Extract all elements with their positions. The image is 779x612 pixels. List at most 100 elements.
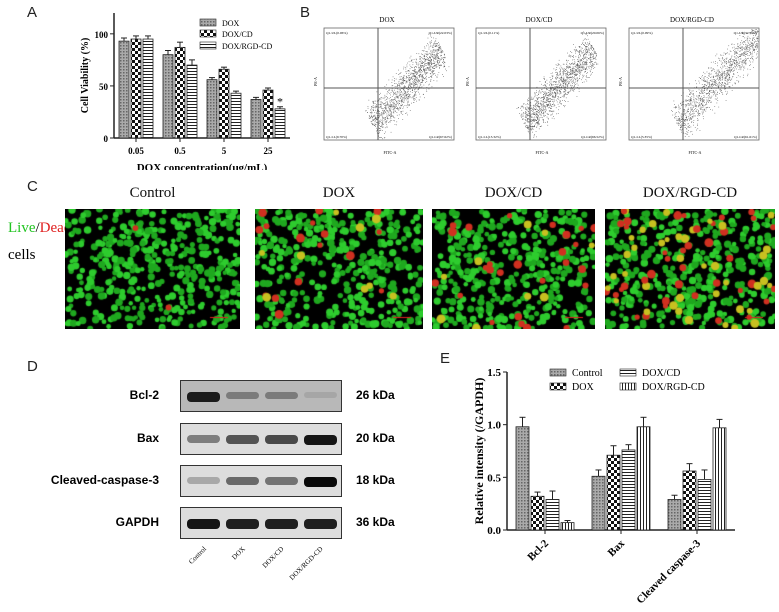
quadrant-lr: Q1-LR(61.61%) — [734, 135, 758, 139]
lane-label: DOX/CD — [261, 545, 286, 570]
x-tick-label: Bcl-2 — [525, 537, 551, 563]
bar-dox-0-05 — [118, 40, 130, 139]
x-tick-label: Cleaved caspase-3 — [634, 537, 703, 606]
bar-dox-cd-0-05 — [130, 38, 142, 139]
legend-label: DOX/CD — [642, 368, 680, 379]
quadrant-lr: Q1-LR(67.62%) — [429, 135, 453, 139]
y-tick-label: 1.0 — [487, 420, 501, 432]
bar-dox-cd-bax — [621, 449, 636, 531]
x-axis-label: DOX concentration(μg/mL) — [137, 162, 268, 170]
quadrant-ll: Q1-LL(13.32%) — [478, 135, 502, 139]
band — [226, 392, 259, 400]
significance-asterisk: * — [277, 95, 283, 109]
live-dead-label: Live/Dead — [8, 220, 71, 237]
band — [226, 519, 259, 529]
plot-frame — [323, 27, 455, 141]
band — [304, 519, 337, 529]
flow-plot-title: DOX — [379, 16, 394, 24]
flow-plot-dox-cd: DOX/CD Q1-UL(0.11%) Q1-UR(20.06%) Q1-LL(13.… — [464, 14, 614, 164]
band — [304, 435, 337, 445]
legend-label: Control — [572, 368, 603, 379]
lane-label: DOX/RGD-CD — [287, 545, 325, 582]
quadrant-ur: Q1-UR(20.06%) — [581, 31, 605, 35]
bar-control-cleaved-caspase-3 — [667, 499, 682, 531]
blot-bcl-2 — [180, 380, 342, 412]
flow-plot-dox: DOX Q1-UL(0.06%) Q1-UR(22.03%) Q1-LL(9.70%)… — [312, 14, 462, 164]
legend-swatch — [619, 368, 637, 377]
y-tick-label: 0.5 — [487, 472, 501, 484]
legend-swatch — [199, 41, 217, 50]
bar-dox-cleaved-caspase-3 — [682, 470, 697, 531]
x-axis-label: FITC-A — [536, 150, 549, 155]
blot-protein-label: GAPDH — [115, 515, 159, 529]
microscopy-title: DOX — [322, 185, 356, 201]
quadrant-ul: Q1-UL(0.11%) — [478, 31, 500, 35]
blot-protein-label: Cleaved-caspase-3 — [50, 473, 159, 487]
y-tick-label: 0 — [104, 134, 109, 144]
blot-cleaved-caspase-3 — [180, 465, 342, 497]
y-axis-label: PE-A — [313, 77, 318, 86]
flow-plot-title: DOX/CD — [526, 16, 553, 24]
bar-control-bax — [591, 475, 606, 531]
bar-dox-cd-0-5 — [174, 46, 186, 139]
band — [226, 435, 259, 444]
legend-label: DOX/RGD-CD — [222, 42, 272, 51]
bar-dox-5 — [206, 79, 218, 139]
x-tick-label: 0.05 — [128, 146, 144, 156]
band — [226, 477, 259, 486]
cell-viability-chart: 0 50 100 0.05 0.5 5 25 DOX DOX/CD DOX/RGD-CD Cell … — [80, 13, 290, 170]
bar-dox-rgd-cd-0-5 — [186, 64, 198, 139]
live-dead-image-control — [65, 209, 240, 329]
bar-dox-rgd-cd-bax — [636, 426, 651, 531]
bar-dox-rgd-cd-cleaved-caspase-3 — [712, 427, 727, 531]
bar-dox-rgd-cd-0-05 — [142, 38, 154, 139]
cells-label: cells — [8, 247, 36, 263]
y-axis-label: PE-A — [465, 77, 470, 86]
panel-label-a: A — [27, 4, 38, 21]
bar-dox-25 — [250, 99, 262, 139]
x-axis-label: FITC-A — [689, 150, 702, 155]
y-tick-label: 1.5 — [487, 367, 501, 379]
quadrant-ul: Q1-UL(0.09%) — [631, 31, 653, 35]
legend-swatch — [199, 29, 217, 38]
dead-label: Dead — [39, 220, 72, 236]
band — [187, 519, 220, 529]
bar-dox-bcl-2 — [530, 495, 545, 531]
band — [187, 392, 220, 402]
panel-label-d: D — [27, 358, 38, 375]
bar-dox-cd-bcl-2 — [545, 499, 560, 531]
microscopy-title: Control — [129, 185, 176, 201]
quadrant-lr: Q1-LR(66.52%) — [581, 135, 605, 139]
panel-label-b: B — [300, 4, 311, 21]
lane-label: Control — [186, 545, 208, 566]
x-tick-label: Bax — [606, 537, 628, 559]
molecular-weight-label: 26 kDa — [356, 388, 395, 402]
microscopy-title: DOX/RGD-CD — [642, 185, 738, 201]
legend-label: DOX — [222, 19, 240, 28]
scatter-points — [365, 33, 450, 140]
slash: / — [35, 220, 40, 236]
band — [304, 477, 337, 487]
legend-swatch — [549, 368, 567, 377]
bar-control-bcl-2 — [515, 426, 530, 531]
bar-dox-rgd-cd-25 — [274, 108, 286, 139]
band — [265, 477, 298, 485]
quadrant-ul: Q1-UL(0.06%) — [326, 31, 348, 35]
blot-protein-label: Bcl-2 — [129, 388, 159, 402]
flow-plot-title: DOX/RGD-CD — [670, 16, 714, 24]
plot-frame — [628, 27, 760, 141]
scatter-points — [516, 31, 599, 138]
quadrant-ll: Q1-LL(9.70%) — [326, 135, 348, 139]
molecular-weight-label: 18 kDa — [356, 473, 395, 487]
blot-protein-label: Bax — [136, 431, 159, 445]
y-axis-label: Cell Viability (%) — [80, 38, 91, 114]
bar-dox-rgd-cd-5 — [230, 92, 242, 139]
molecular-weight-label: 36 kDa — [356, 515, 395, 529]
bar-dox-0-5 — [162, 54, 174, 139]
legend-swatch — [549, 382, 567, 391]
x-tick-label: 0.5 — [174, 146, 186, 156]
band — [265, 392, 298, 400]
legend-swatch — [199, 18, 217, 27]
y-axis-label: Relative intensity (/GAPDH) — [472, 378, 486, 525]
relative-intensity-chart: 0.0 0.5 1.0 1.5 Bcl-2 Bax Cleaved caspase-3 Con… — [472, 367, 735, 606]
